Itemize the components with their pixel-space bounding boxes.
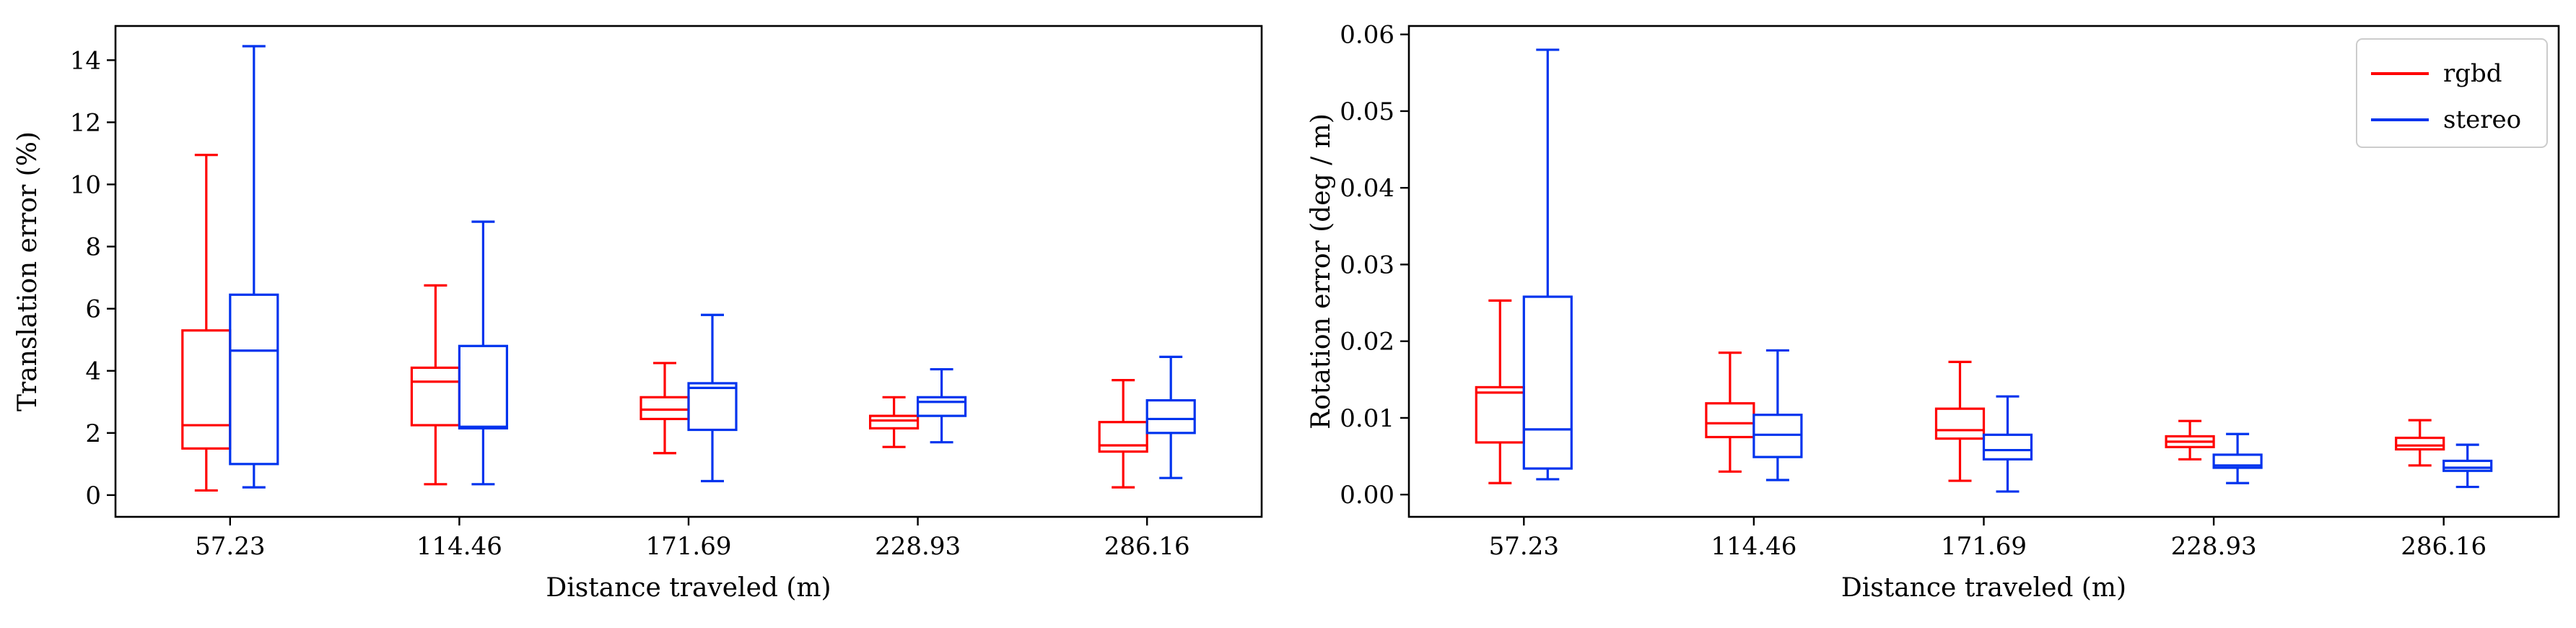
x-tick-label: 57.23 [195, 532, 265, 561]
iqr-box [916, 396, 967, 417]
legend: rgbd stereo [2356, 38, 2548, 148]
iqr-box [687, 382, 738, 432]
y-tick-label: 0.06 [1340, 21, 1394, 50]
y-axis-label: Translation error (%) [13, 131, 43, 411]
x-tick-label: 171.69 [1941, 532, 2027, 561]
box-stereo-1 [1752, 349, 1803, 481]
iqr-box [868, 414, 920, 429]
y-tick-label: 0.05 [1340, 97, 1394, 126]
y-tick-label: 4 [85, 357, 101, 386]
box-stereo-4 [1145, 355, 1196, 479]
iqr-box [229, 293, 279, 466]
iqr-box [2442, 459, 2493, 472]
box-rgbd-4 [1098, 379, 1148, 489]
chart-0: 0 2 4 6 8 10 12 14 57.23 114.46 171.69 228.93 286.16… [13, 25, 1263, 603]
box-rgbd-4 [2395, 419, 2445, 467]
iqr-box [1934, 407, 1986, 440]
x-tick-label: 57.23 [1489, 532, 1559, 561]
chart-1: 0.00 0.01 0.02 0.03 0.04 0.05 0.06 57.23 114.46 1… [1306, 21, 2560, 603]
y-tick-label: 8 [85, 233, 101, 262]
box-stereo-1 [458, 220, 509, 486]
iqr-box [2395, 436, 2445, 451]
x-tick-label: 114.46 [416, 532, 502, 561]
box-stereo-0 [229, 45, 279, 489]
iqr-box [1982, 433, 2033, 461]
box-rgbd-2 [1934, 360, 1986, 482]
box-stereo-2 [1982, 395, 2033, 493]
y-tick-label: 0.03 [1340, 250, 1394, 279]
y-tick-label: 14 [70, 46, 101, 75]
x-tick-label: 114.46 [1711, 532, 1796, 561]
x-tick-label: 286.16 [2401, 532, 2487, 561]
y-tick-label: 6 [85, 295, 101, 324]
iqr-box [458, 344, 509, 429]
y-tick-label: 0 [85, 481, 101, 510]
box-stereo-3 [2212, 432, 2263, 484]
x-tick-label: 171.69 [646, 532, 732, 561]
box-stereo-2 [687, 313, 738, 483]
box-stereo-4 [2442, 443, 2493, 489]
iqr-box [1145, 399, 1196, 435]
y-tick-label: 12 [70, 108, 101, 137]
y-axis-label: Rotation error (deg / m) [1306, 113, 1336, 429]
box-stereo-0 [1522, 48, 1573, 481]
x-tick-label: 228.93 [875, 532, 961, 561]
x-axis-label: Distance traveled (m) [546, 573, 831, 603]
y-tick-label: 10 [70, 170, 101, 199]
y-tick-label: 0.00 [1340, 481, 1394, 510]
iqr-box [1522, 295, 1573, 470]
box-rgbd-3 [868, 396, 920, 448]
iqr-box [2212, 453, 2263, 469]
x-tick-label: 286.16 [1104, 532, 1190, 561]
x-tick-label: 228.93 [2171, 532, 2257, 561]
box-rgbd-0 [181, 154, 232, 492]
box-rgbd-3 [2165, 419, 2215, 461]
legend-label-stereo: stereo [2443, 105, 2521, 134]
legend-label-rgbd: rgbd [2443, 59, 2502, 88]
y-tick-label: 2 [85, 419, 101, 448]
y-tick-label: 0.01 [1340, 404, 1394, 433]
y-tick-label: 0.02 [1340, 328, 1394, 357]
x-axis-label: Distance traveled (m) [1841, 573, 2126, 603]
iqr-box [1098, 421, 1148, 453]
y-tick-label: 0.04 [1340, 174, 1394, 203]
box-stereo-3 [916, 367, 967, 444]
